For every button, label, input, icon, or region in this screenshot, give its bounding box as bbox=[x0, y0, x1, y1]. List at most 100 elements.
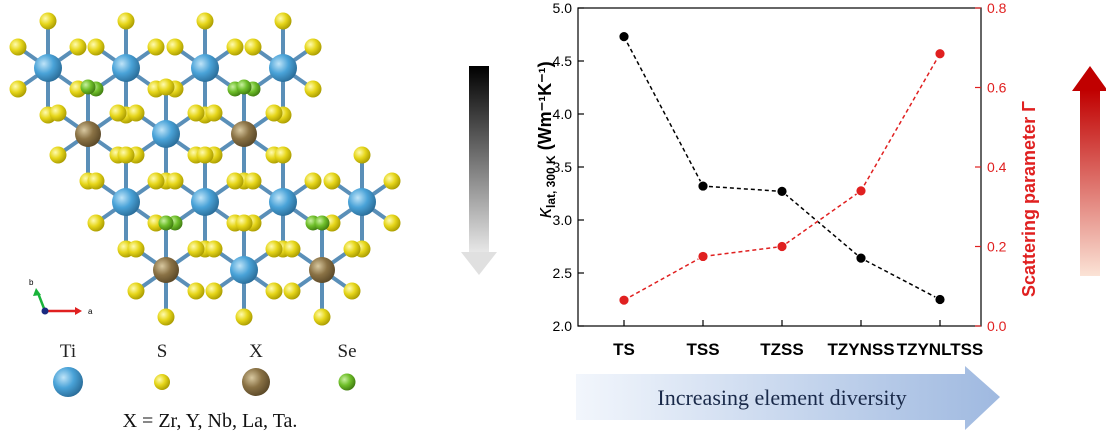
ti-atom bbox=[34, 54, 62, 82]
ti-atom bbox=[112, 54, 140, 82]
right-axis-ticks: 0.0 0.2 0.4 0.6 0.8 bbox=[975, 0, 1007, 334]
scattering-data-point bbox=[934, 48, 946, 60]
s-atom bbox=[127, 282, 145, 300]
legend-ti-atom-icon bbox=[53, 367, 83, 397]
left-tick-label: 2.5 bbox=[553, 265, 573, 281]
increasing-scattering-arrow-icon bbox=[1072, 66, 1106, 276]
kappa-data-point bbox=[855, 252, 867, 264]
s-atom bbox=[9, 80, 27, 98]
element-legend: Ti S X Se X = Zr, Y, Nb, La, Ta. bbox=[53, 341, 357, 432]
scattering-series-line bbox=[623, 53, 941, 301]
left-tick-label: 4.0 bbox=[553, 106, 573, 122]
legend-label-se: Se bbox=[338, 341, 357, 362]
s-atom bbox=[383, 172, 401, 190]
left-tick-label: 3.5 bbox=[553, 159, 573, 175]
left-tick-label: 4.5 bbox=[553, 53, 573, 69]
s-atom bbox=[187, 282, 205, 300]
x-category-label: TZYNSS bbox=[827, 340, 894, 359]
x-axis-ticks: TS TSS TZSS TZYNSS TZYNLTSS bbox=[613, 320, 983, 359]
s-atom bbox=[274, 146, 292, 164]
x-category-label: TZSS bbox=[760, 340, 803, 359]
crystal-structure bbox=[9, 12, 401, 326]
s-atom bbox=[147, 172, 165, 190]
legend-se-atom-icon bbox=[338, 373, 356, 391]
ti-atom bbox=[112, 188, 140, 216]
series-points bbox=[618, 31, 946, 306]
legend-x-atom-icon bbox=[242, 368, 270, 396]
banner-arrow-icon bbox=[576, 366, 1000, 430]
s-atom bbox=[187, 104, 205, 122]
s-atom bbox=[265, 104, 283, 122]
s-atom bbox=[274, 12, 292, 30]
legend-label-s: S bbox=[157, 341, 168, 362]
s-atom bbox=[87, 38, 105, 56]
ti-atom bbox=[230, 256, 258, 284]
c-axis-dot bbox=[41, 307, 49, 315]
x-atom bbox=[231, 121, 257, 147]
x-category-label: TSS bbox=[686, 340, 719, 359]
s-atom bbox=[283, 282, 301, 300]
s-atom bbox=[9, 38, 27, 56]
s-atom bbox=[49, 104, 67, 122]
s-atom bbox=[157, 78, 175, 96]
series-lines bbox=[623, 36, 941, 301]
s-atom bbox=[205, 104, 223, 122]
ti-atom bbox=[191, 54, 219, 82]
s-atom bbox=[109, 104, 127, 122]
left-tick-label: 3.0 bbox=[553, 212, 573, 228]
s-atom bbox=[147, 38, 165, 56]
se-atom bbox=[158, 215, 174, 231]
ti-atom bbox=[191, 188, 219, 216]
legend-label-x: X bbox=[249, 341, 263, 362]
kappa-data-point bbox=[934, 294, 946, 305]
scattering-data-point bbox=[855, 185, 867, 197]
s-atom bbox=[87, 172, 105, 190]
s-atom bbox=[323, 172, 341, 190]
s-atom bbox=[235, 308, 253, 326]
kappa-scattering-chart: 2.0 2.5 3.0 3.5 4.0 4.5 5.0 0.0 0.2 0.4 0.6 0.8 TS… bbox=[534, 0, 1039, 359]
left-axis-label: κlat, 300 K (Wm⁻¹K⁻¹) bbox=[534, 61, 558, 218]
element-formula: X = Zr, Y, Nb, La, Ta. bbox=[123, 410, 298, 432]
x-category-label: TZYNLTSS bbox=[897, 340, 984, 359]
s-atom bbox=[343, 282, 361, 300]
s-atom bbox=[69, 38, 87, 56]
element-diversity-banner: Increasing element diversity bbox=[576, 366, 1000, 430]
scattering-data-point bbox=[697, 251, 709, 262]
s-atom bbox=[353, 146, 371, 164]
s-atom bbox=[166, 38, 184, 56]
ti-atom bbox=[269, 54, 297, 82]
s-atom bbox=[304, 172, 322, 190]
ti-atom bbox=[269, 188, 297, 216]
s-atom bbox=[313, 308, 331, 326]
s-atom bbox=[196, 12, 214, 30]
structure-atoms bbox=[9, 12, 401, 326]
b-axis-label: b bbox=[29, 278, 34, 287]
kappa-data-point bbox=[697, 180, 709, 192]
s-atom bbox=[205, 282, 223, 300]
s-atom bbox=[39, 12, 57, 30]
s-atom bbox=[117, 12, 135, 30]
kappa-data-point bbox=[776, 185, 788, 197]
s-atom bbox=[205, 240, 223, 258]
s-atom bbox=[226, 38, 244, 56]
right-tick-label: 0.8 bbox=[987, 0, 1007, 16]
decreasing-kappa-arrow-icon bbox=[461, 66, 497, 275]
s-atom bbox=[235, 214, 253, 232]
se-atom bbox=[314, 215, 330, 231]
right-tick-label: 0.0 bbox=[987, 318, 1007, 334]
s-atom bbox=[265, 282, 283, 300]
x-atom bbox=[309, 257, 335, 283]
s-atom bbox=[117, 146, 135, 164]
s-atom bbox=[343, 240, 361, 258]
left-tick-label: 5.0 bbox=[553, 0, 573, 16]
s-atom bbox=[49, 146, 67, 164]
right-tick-label: 0.6 bbox=[987, 80, 1007, 96]
s-atom bbox=[304, 80, 322, 98]
s-atom bbox=[87, 214, 105, 232]
s-atom bbox=[226, 172, 244, 190]
s-atom bbox=[304, 38, 322, 56]
s-atom bbox=[265, 240, 283, 258]
s-atom bbox=[127, 104, 145, 122]
s-atom bbox=[244, 172, 262, 190]
